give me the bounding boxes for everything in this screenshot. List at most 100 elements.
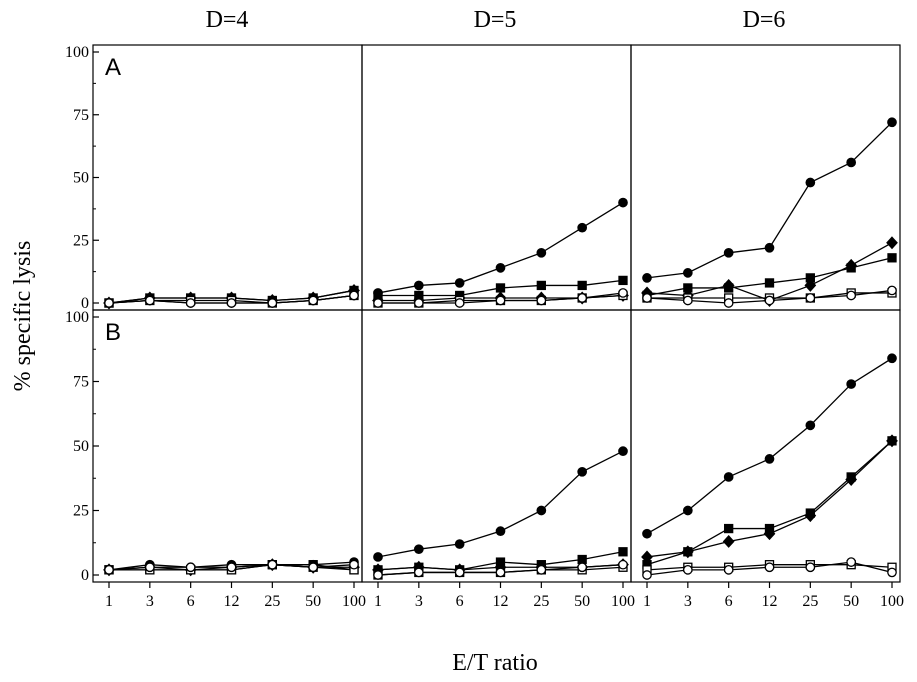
open-circle-marker — [682, 295, 693, 306]
open-circle-marker — [226, 562, 237, 573]
open-circle-marker — [723, 298, 734, 308]
x-tick-label: 3 — [415, 593, 423, 610]
open-circle-marker — [349, 290, 359, 301]
x-tick-label: 100 — [342, 593, 366, 610]
x-tick-label: 3 — [146, 593, 154, 610]
y-tick-label: 100 — [65, 309, 89, 326]
open-circle-marker — [373, 298, 383, 308]
filled-diamond-marker — [804, 278, 817, 292]
filled-circle-marker — [682, 505, 693, 516]
filled-square-marker — [577, 280, 587, 291]
open-circle-marker — [267, 298, 278, 308]
filled-square-marker — [536, 280, 546, 291]
filled-circle-marker — [618, 446, 628, 457]
open-circle-marker — [577, 293, 588, 303]
open-circle-marker — [682, 564, 693, 575]
open-circle-marker — [536, 564, 547, 575]
open-circle-marker — [226, 298, 237, 308]
open-circle-marker — [495, 567, 506, 578]
y-tick-label: 0 — [81, 567, 89, 584]
filled-circle-marker — [373, 288, 383, 298]
panel-frame — [92, 44, 363, 311]
filled-square-marker — [618, 275, 628, 286]
panel-b-d4: 0 25 50 75 100 B 1 3 6 12 25 50 100 — [65, 309, 366, 610]
panel-a-d4: 0 25 50 75 100 A — [65, 44, 363, 312]
filled-square-marker — [724, 523, 734, 534]
x-tick-label: 25 — [533, 593, 549, 610]
filled-circle-marker — [764, 454, 775, 464]
open-circle-marker — [267, 559, 278, 570]
filled-square-marker — [577, 554, 587, 565]
x-tick-label: 6 — [725, 593, 733, 610]
filled-square-marker — [495, 557, 506, 567]
x-tick-label: 1 — [643, 593, 651, 610]
open-circle-marker — [373, 570, 383, 580]
open-circle-marker — [764, 295, 775, 306]
y-tick-label: 25 — [73, 232, 89, 249]
open-circle-marker — [887, 567, 897, 578]
filled-circle-marker — [577, 466, 588, 477]
y-tick-label: 50 — [73, 438, 89, 455]
open-circle-marker — [642, 293, 652, 303]
open-circle-marker — [805, 293, 816, 303]
filled-diamond-marker — [886, 236, 898, 250]
filled-square-marker — [887, 436, 897, 446]
panel-b-d5: 1 3 6 12 25 50 100 — [361, 309, 635, 610]
y-axis-title: % specific lysis — [10, 241, 36, 392]
filled-circle-marker — [454, 278, 465, 288]
filled-circle-marker — [618, 197, 628, 208]
filled-circle-marker — [373, 552, 383, 562]
filled-square-marker — [846, 472, 856, 482]
filled-circle-marker — [723, 472, 734, 482]
y-tick-label: 100 — [65, 44, 89, 61]
filled-circle-marker — [805, 420, 816, 431]
y-tick-label: 50 — [73, 170, 89, 187]
filled-circle-marker — [887, 353, 897, 364]
x-tick-label: 100 — [880, 593, 904, 610]
open-circle-marker — [308, 295, 319, 306]
filled-circle-marker — [642, 528, 652, 539]
open-circle-marker — [185, 562, 196, 573]
filled-circle-marker — [642, 273, 652, 283]
y-tick-label: 75 — [73, 374, 89, 391]
x-tick-label: 12 — [224, 593, 240, 610]
x-tick-label: 50 — [305, 593, 321, 610]
filled-circle-marker — [536, 505, 547, 516]
filled-circle-marker — [846, 379, 857, 389]
filled-circle-marker — [764, 242, 775, 253]
y-tick-label: 0 — [81, 295, 89, 312]
filled-circle-marker — [846, 157, 857, 168]
x-tick-label: 50 — [574, 593, 590, 610]
column-title-d4: D=4 — [206, 7, 249, 33]
filled-circle-marker — [495, 526, 506, 536]
filled-square-marker — [805, 508, 815, 518]
panel-a-d6 — [630, 44, 901, 311]
open-circle-marker — [104, 564, 114, 575]
x-tick-label: 1 — [105, 593, 113, 610]
y-tick-label: 75 — [73, 107, 89, 124]
open-circle-marker — [185, 298, 196, 308]
x-tick-label: 3 — [684, 593, 692, 610]
titles: D=4 D=5 D=6 % specific lysis E/T ratio — [10, 7, 785, 676]
filled-square-marker — [764, 523, 775, 534]
x-tick-label: 6 — [187, 593, 195, 610]
filled-circle-series-line — [377, 202, 624, 294]
panels: 0 25 50 75 100 A 0 25 50 75 100 B 1 3 6 12 25 50 100 1 3 6 12 2… — [65, 44, 904, 610]
open-circle-marker — [495, 295, 506, 306]
y-tick-label: 25 — [73, 503, 89, 520]
filled-square-marker — [683, 283, 693, 293]
column-title-d6: D=6 — [743, 7, 786, 33]
x-tick-label: 1 — [374, 593, 382, 610]
panel-frame — [92, 309, 363, 583]
x-tick-label: 6 — [456, 593, 464, 610]
open-circle-marker — [723, 564, 734, 575]
filled-circle-marker — [454, 539, 465, 549]
open-circle-marker — [618, 559, 628, 570]
filled-square-marker — [683, 547, 693, 557]
filled-square-marker — [495, 283, 506, 293]
open-circle-marker — [577, 562, 588, 573]
open-circle-marker — [104, 298, 114, 308]
open-circle-marker — [144, 562, 155, 573]
open-circle-marker — [805, 562, 816, 573]
